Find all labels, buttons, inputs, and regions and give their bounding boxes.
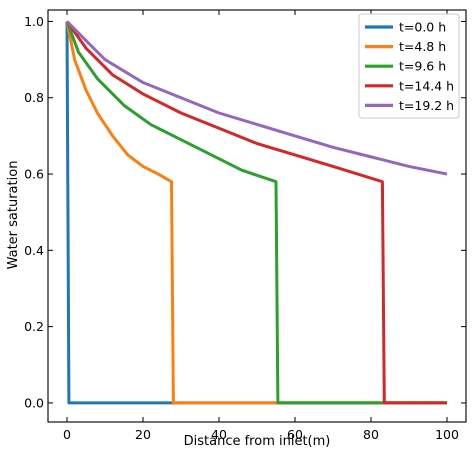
y-tick-label: 0.0 — [24, 395, 44, 410]
legend-label: t=0.0 h — [399, 20, 446, 35]
y-tick-label: 0.4 — [24, 243, 44, 258]
x-tick-label: 60 — [287, 427, 303, 442]
series-line — [65, 20, 447, 405]
ticks-layer: 0 20 40 60 80 100 0.0 0.2 0.4 0.6 0.8 1.0 — [24, 10, 466, 442]
legend-label: t=9.6 h — [399, 59, 446, 74]
y-tick-label: 0.8 — [24, 90, 44, 105]
x-axis-label: Distance from inlet(m) — [184, 434, 331, 449]
x-tick-label: 20 — [135, 427, 151, 442]
plot-border — [47, 9, 467, 423]
y-tick-label: 0.6 — [24, 167, 44, 182]
x-tick-label: 80 — [363, 427, 379, 442]
plot-frame — [47, 9, 467, 423]
y-tick-label: 1.0 — [24, 14, 44, 29]
legend-box — [358, 13, 460, 119]
y-axis-label: Water saturation — [6, 161, 21, 270]
series-line — [65, 21, 447, 405]
legend-label: t=19.2 h — [399, 98, 454, 113]
x-tick-label: 40 — [211, 427, 227, 442]
series-line — [65, 20, 448, 176]
legend-label: t=4.8 h — [399, 39, 446, 54]
x-tick-label: 0 — [63, 427, 71, 442]
x-tick-label: 100 — [435, 427, 459, 442]
legend: t=0.0 h t=4.8 h t=9.6 h t=14.4 h t=19.2 h — [358, 13, 460, 119]
series-layer — [65, 20, 448, 405]
y-tick-label: 0.2 — [24, 319, 44, 334]
legend-label: t=14.4 h — [399, 78, 454, 93]
series-line — [65, 20, 447, 405]
